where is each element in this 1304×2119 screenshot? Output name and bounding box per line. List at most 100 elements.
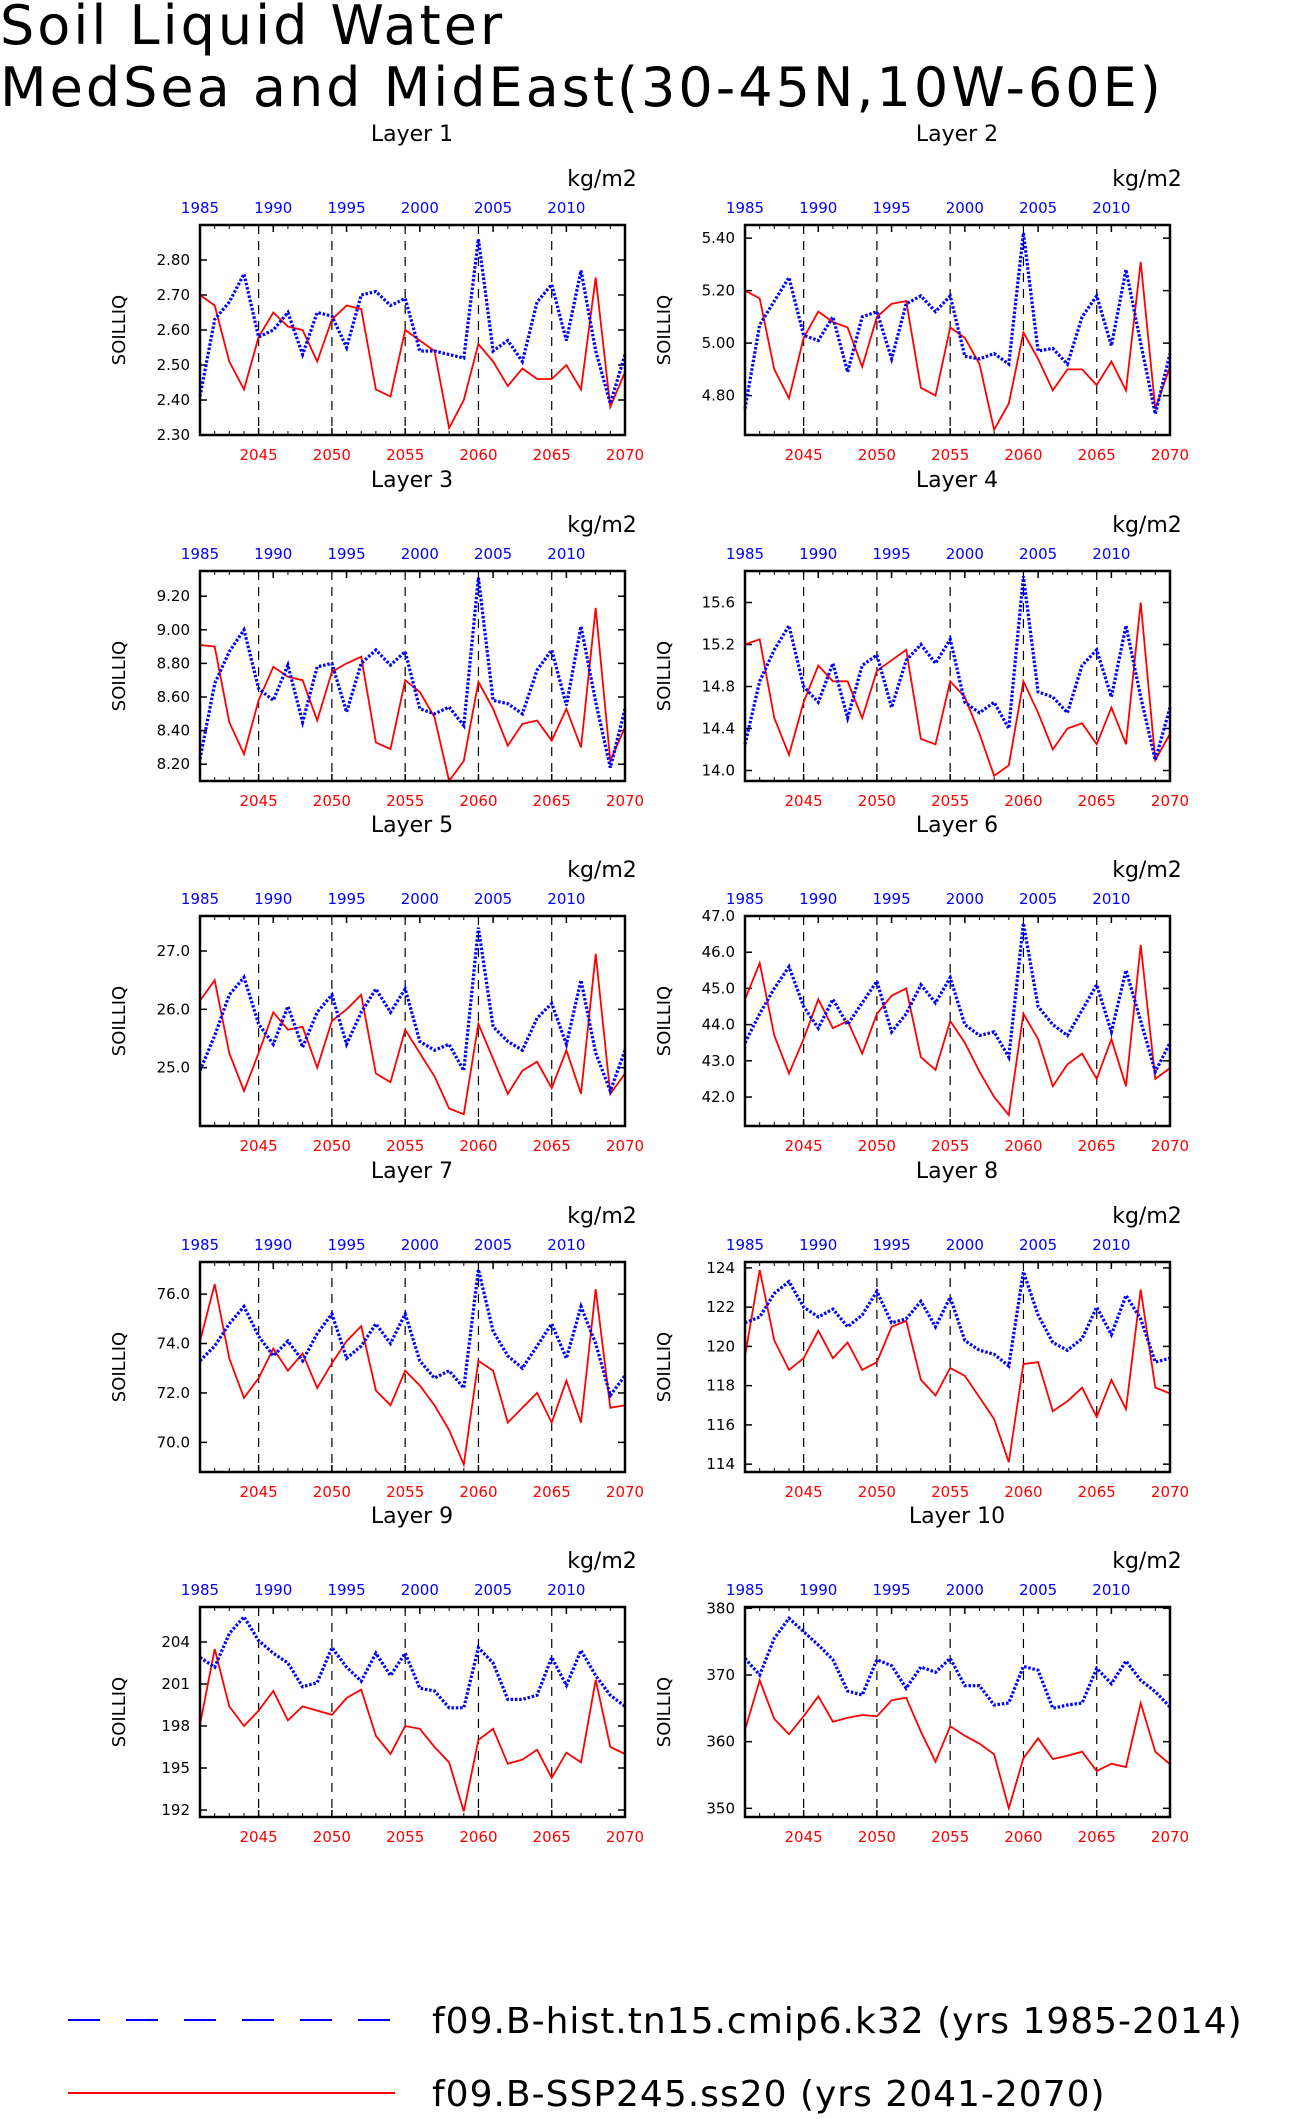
y-axis-label: SOILLIQ	[109, 986, 130, 1056]
top-tick-label: 1995	[872, 545, 910, 563]
bottom-tick-label: 2060	[1004, 446, 1042, 464]
panel-title: Layer 9	[371, 1504, 453, 1529]
bottom-tick-label: 2065	[533, 792, 571, 810]
bottom-tick-label: 2070	[1151, 1137, 1189, 1155]
y-tick-label: 204	[161, 1633, 190, 1651]
top-tick-label: 2005	[474, 545, 512, 563]
series-line-ssp245	[744, 261, 1171, 433]
bottom-tick-label: 2050	[858, 792, 896, 810]
plot-frame	[743, 1605, 1172, 1819]
y-tick-label: 27.0	[157, 942, 190, 960]
series-line-ssp245	[744, 944, 1171, 1118]
bottom-tick-label: 2060	[459, 1483, 497, 1501]
top-tick-label: 2010	[1092, 1236, 1130, 1254]
bottom-tick-label: 2070	[606, 1828, 644, 1846]
bottom-tick-label: 2060	[1004, 1137, 1042, 1155]
top-tick-label: 2005	[1019, 545, 1057, 563]
top-tick-label: 2010	[1092, 890, 1130, 908]
bottom-tick-label: 2060	[459, 446, 497, 464]
series-line-hist	[743, 922, 1172, 1077]
y-tick-label: 2.40	[157, 391, 190, 409]
plot-frame	[198, 914, 627, 1128]
top-tick-label: 2010	[547, 545, 585, 563]
bottom-tick-label: 2060	[459, 1137, 497, 1155]
plot-frame	[198, 1605, 627, 1819]
y-axis-label: SOILLIQ	[654, 295, 675, 365]
top-tick-label: 1985	[181, 199, 219, 217]
y-tick-label: 15.6	[702, 594, 735, 612]
bottom-tick-label: 2070	[1151, 446, 1189, 464]
top-tick-label: 2010	[547, 1236, 585, 1254]
bottom-tick-label: 2045	[240, 1483, 278, 1501]
top-tick-label: 2005	[1019, 890, 1057, 908]
series-line-ssp245	[744, 602, 1171, 778]
bottom-tick-label: 2055	[386, 1828, 424, 1846]
y-axis-label: SOILLIQ	[109, 1332, 130, 1402]
panel-3: Layer 3 kg/m2 1985 1990 1995 2000 2005 2010 2045…	[109, 468, 644, 810]
top-tick-label: 2005	[474, 1236, 512, 1254]
series-line-hist	[198, 927, 627, 1096]
bottom-tick-label: 2060	[1004, 1483, 1042, 1501]
top-tick-label: 1995	[327, 890, 365, 908]
y-tick-label: 70.0	[157, 1433, 190, 1451]
bottom-tick-label: 2055	[931, 1483, 969, 1501]
y-tick-label: 118	[706, 1377, 735, 1395]
top-tick-label: 2005	[474, 890, 512, 908]
top-tick-label: 1985	[726, 890, 764, 908]
bottom-tick-label: 2065	[533, 1483, 571, 1501]
y-tick-label: 2.60	[157, 321, 190, 339]
bottom-tick-label: 2065	[1078, 1137, 1116, 1155]
y-tick-label: 14.4	[702, 720, 735, 738]
y-axis-label: SOILLIQ	[654, 641, 675, 711]
plot-frame	[743, 569, 1172, 783]
bottom-tick-label: 2055	[386, 446, 424, 464]
bottom-tick-label: 2065	[1078, 446, 1116, 464]
top-tick-label: 2000	[946, 1581, 984, 1599]
plot-frame	[743, 1260, 1172, 1474]
series-line-ssp245	[199, 277, 626, 431]
y-tick-label: 198	[161, 1717, 190, 1735]
bottom-tick-label: 2055	[386, 792, 424, 810]
top-tick-label: 1990	[799, 1581, 837, 1599]
top-tick-label: 1995	[872, 1581, 910, 1599]
y-tick-label: 2.80	[157, 251, 190, 269]
panel-2: Layer 2 kg/m2 1985 1990 1995 2000 2005 2010 2045…	[654, 122, 1189, 464]
bottom-tick-label: 2065	[533, 446, 571, 464]
y-tick-label: 2.50	[157, 356, 190, 374]
series-line-hist	[198, 238, 627, 410]
bottom-tick-label: 2065	[533, 1137, 571, 1155]
panel-10: Layer 10 kg/m2 1985 1990 1995 2000 2005 2010 204…	[654, 1504, 1189, 1846]
y-tick-label: 380	[706, 1599, 735, 1617]
panel-9: Layer 9 kg/m2 1985 1990 1995 2000 2005 2010 2045…	[109, 1504, 644, 1846]
bottom-tick-label: 2070	[1151, 1483, 1189, 1501]
top-tick-label: 2000	[401, 1581, 439, 1599]
panel-title: Layer 7	[371, 1159, 453, 1184]
y-tick-label: 14.0	[702, 762, 735, 780]
bottom-tick-label: 2070	[606, 1483, 644, 1501]
panel-6: Layer 6 kg/m2 1985 1990 1995 2000 2005 2010 2045…	[654, 813, 1189, 1155]
y-tick-label: 25.0	[157, 1059, 190, 1077]
units-label: kg/m2	[1112, 513, 1182, 538]
top-tick-label: 1985	[181, 1236, 219, 1254]
bottom-tick-label: 2045	[240, 1828, 278, 1846]
bottom-tick-label: 2070	[606, 1137, 644, 1155]
units-label: kg/m2	[567, 1204, 637, 1229]
y-axis-label: SOILLIQ	[654, 1677, 675, 1747]
series-line-hist	[743, 576, 1172, 761]
top-tick-label: 2010	[1092, 545, 1130, 563]
bottom-tick-label: 2050	[313, 446, 351, 464]
top-tick-label: 1995	[872, 890, 910, 908]
bottom-tick-label: 2065	[533, 1828, 571, 1846]
bottom-tick-label: 2045	[785, 1483, 823, 1501]
bottom-tick-label: 2065	[1078, 792, 1116, 810]
y-axis-label: SOILLIQ	[654, 1332, 675, 1402]
bottom-tick-label: 2045	[240, 1137, 278, 1155]
bottom-tick-label: 2050	[313, 1483, 351, 1501]
bottom-tick-label: 2070	[1151, 1828, 1189, 1846]
bottom-tick-label: 2050	[858, 1828, 896, 1846]
y-tick-label: 195	[161, 1759, 190, 1777]
bottom-tick-label: 2065	[1078, 1483, 1116, 1501]
top-tick-label: 1985	[181, 545, 219, 563]
bottom-tick-label: 2055	[931, 1137, 969, 1155]
